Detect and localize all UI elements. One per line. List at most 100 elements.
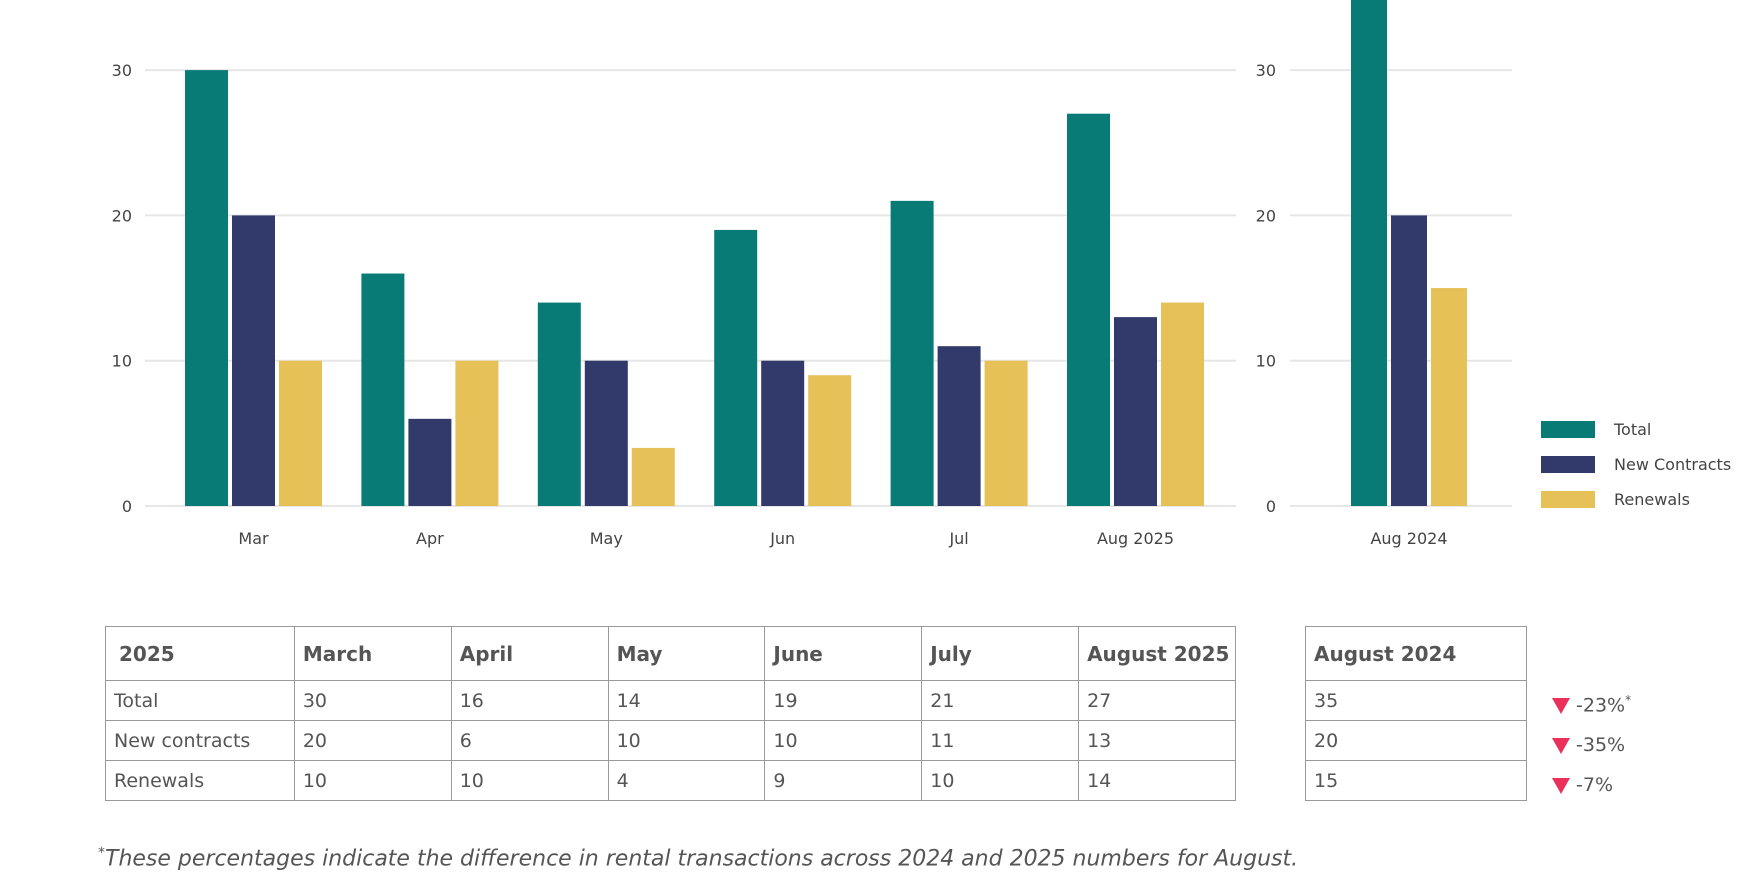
table-header-cell: March [293,626,452,681]
table-cell: 10 [607,720,766,761]
y-tick-label: 0 [122,497,132,516]
change-new-contracts: -35% [1552,734,1625,756]
aug-2024-table: August 2024 35 20 15 [1305,626,1527,801]
y-tick-label: 20 [1256,206,1276,225]
bar-renewals [455,360,499,506]
bar-total [537,302,581,506]
bar-total [1351,0,1387,506]
table-row: 20 [1305,720,1527,761]
down-arrow-icon [1552,737,1570,754]
x-tick-label: Aug 2024 [1370,529,1447,548]
footnote: *These percentages indicate the differen… [98,845,1298,871]
bar-new-contracts [1391,215,1427,506]
table-cell: 19 [764,680,923,721]
table-cell: 27 [1078,680,1236,721]
legend-label-total: Total [1613,420,1651,439]
table-cell: 16 [450,680,609,721]
bar-total [714,229,758,506]
table-header-cell: June [764,626,923,681]
table-row: 35 [1305,680,1527,721]
table-cell: 4 [607,760,766,801]
bar-new-contracts [761,360,805,506]
table-cell: 9 [764,760,923,801]
legend-swatch-renewals [1541,491,1595,508]
table-cell: 30 [293,680,452,721]
change-value: -7% [1576,774,1613,796]
legend-label-renewals: Renewals [1614,490,1690,509]
charts: 0 10 20 30 Mar Apr May Jun Jul Aug 2025 0 10 20 30 Au… [112,0,1731,548]
footnote-marker: * [1625,693,1632,707]
table-cell: 14 [1078,760,1236,801]
table-cell: 35 [1305,680,1527,721]
table-cell: 13 [1078,720,1236,761]
footnote-text: These percentages indicate the differenc… [105,846,1299,872]
bar-new-contracts [232,215,275,506]
table-cell: 10 [921,760,1080,801]
bar-new-contracts [1114,317,1157,506]
bar-total [361,273,405,506]
aug-2024-bar-chart: 0 10 20 30 Aug 2024 [1256,0,1512,548]
change-renewals: -7% [1552,774,1613,796]
bar-renewals [1161,302,1204,506]
table-header-cell: August 2025 [1078,626,1236,681]
bar-renewals [984,360,1028,506]
legend-label-new-contracts: New Contracts [1614,455,1731,474]
table-cell: 6 [450,720,609,761]
table-cell: Renewals [105,760,295,801]
table-cell: 11 [921,720,1080,761]
table-cell: 21 [921,680,1080,721]
down-arrow-icon [1552,697,1570,714]
monthly-data-table: 2025 March April May June July August 20… [105,626,1236,801]
bar-total [185,70,228,506]
change-value: -23% [1576,694,1626,717]
table-cell: 15 [1305,760,1527,801]
bar-renewals [1431,288,1467,506]
x-tick-label: Aug 2025 [1097,529,1174,548]
change-total: -23%* [1552,693,1631,716]
table-cell: New contracts [105,720,295,761]
y-tick-label: 30 [112,61,132,80]
table-cell: Total [105,680,295,721]
y-tick-label: 0 [1266,497,1276,516]
x-tick-label: Jul [948,529,968,548]
y-tick-label: 10 [112,352,132,371]
x-tick-label: Mar [238,529,269,548]
table-header-cell: April [450,626,609,681]
bar-total [1067,113,1110,506]
table-cell: 20 [293,720,452,761]
table-row: Renewals 10 10 4 9 10 14 [105,760,1236,801]
bar-new-contracts [584,360,628,506]
table-header-row: August 2024 [1305,626,1527,681]
table-row: 15 [1305,760,1527,801]
x-tick-label: Apr [416,529,444,548]
bar-new-contracts [408,418,452,506]
footnote-marker: * [98,845,105,861]
table-cell: 10 [764,720,923,761]
main-bar-chart: 0 10 20 30 Mar Apr May Jun Jul Aug 2025 [112,61,1236,548]
x-tick-label: May [590,529,623,548]
table-header-cell: August 2024 [1305,626,1527,681]
down-arrow-icon [1552,777,1570,794]
table-cell: 20 [1305,720,1527,761]
bar-renewals [808,375,852,506]
y-tick-label: 20 [112,206,132,225]
table-header-cell: May [607,626,766,681]
chart-legend: Total New Contracts Renewals [1541,420,1731,509]
table-row: Total 30 16 14 19 21 27 [105,680,1236,721]
y-tick-label: 10 [1256,352,1276,371]
y-tick-label: 30 [1256,61,1276,80]
table-header-cell: 2025 [105,626,295,681]
x-tick-label: Jun [769,529,795,548]
bar-total [890,200,934,506]
table-row: New contracts 20 6 10 10 11 13 [105,720,1236,761]
table-cell: 14 [607,680,766,721]
bar-new-contracts [937,346,981,506]
legend-swatch-total [1541,421,1595,438]
change-value: -35% [1576,734,1626,756]
table-header-row: 2025 March April May June July August 20… [105,626,1236,681]
table-header-cell: July [921,626,1080,681]
table-cell: 10 [450,760,609,801]
table-cell: 10 [293,760,452,801]
bar-renewals [279,360,322,506]
legend-swatch-new-contracts [1541,456,1595,473]
